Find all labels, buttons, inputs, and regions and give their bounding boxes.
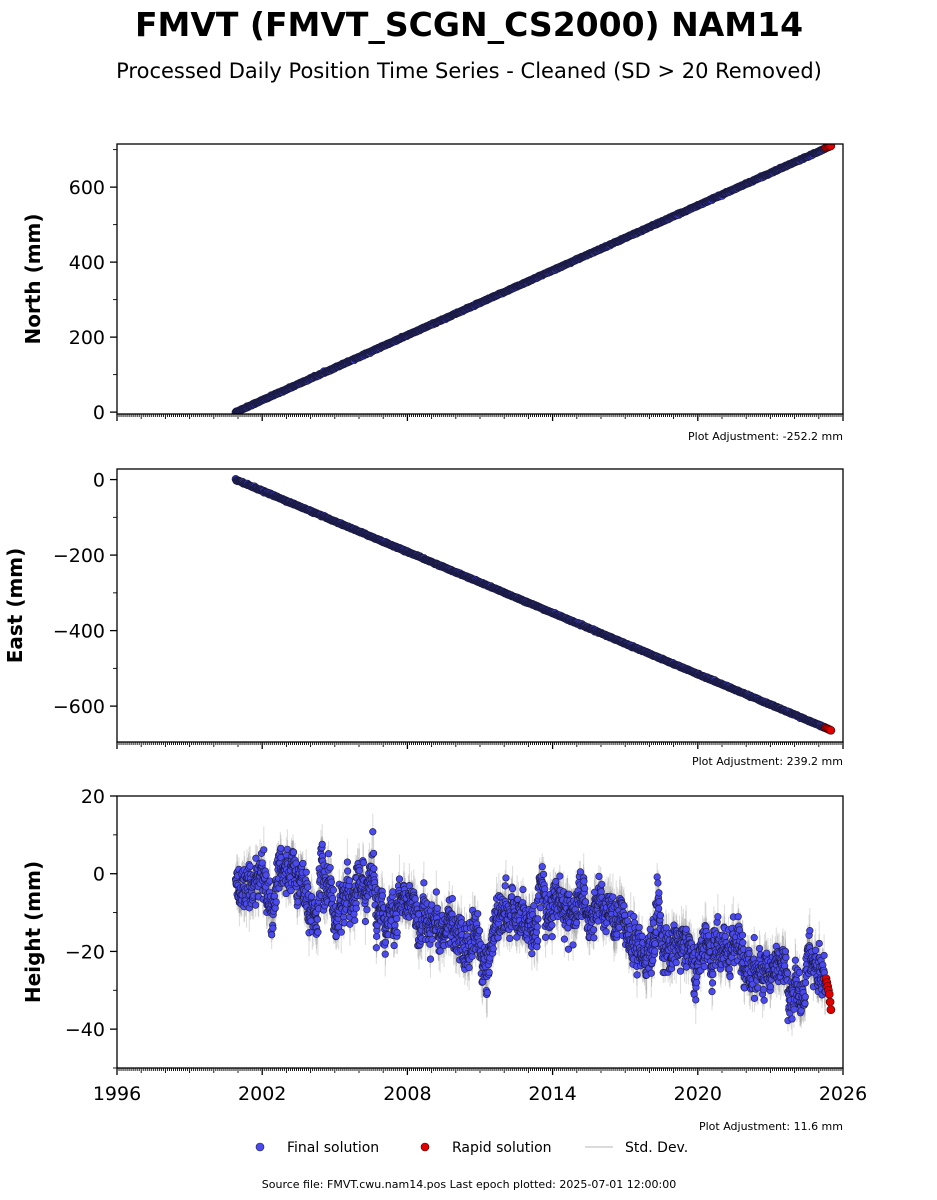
plot-adjustment-note: Plot Adjustment: -252.2 mm — [688, 430, 843, 443]
plot-area — [231, 144, 836, 414]
y-tick-label: 0 — [93, 402, 105, 424]
y-tick-label: 400 — [69, 252, 105, 274]
y-axis-label: North (mm) — [21, 213, 45, 344]
y-tick-label: 200 — [69, 327, 105, 349]
final-solution-points — [231, 144, 830, 414]
rapid-solution-points — [821, 144, 836, 153]
x-axis-ticks — [116, 414, 844, 421]
y-tick-label: 600 — [69, 177, 105, 199]
figure-subtitle: Processed Daily Position Time Series - C… — [116, 59, 822, 83]
plot-area — [231, 475, 836, 735]
north-panel: 0 200 400 600 North (mm) Plot Adjustment: -25… — [21, 143, 844, 443]
figure-title: FMVT (FMVT_SCGN_CS2000) NAM14 — [135, 5, 803, 44]
rapid-solution-point — [826, 144, 836, 151]
y-axis-ticks — [110, 149, 117, 413]
